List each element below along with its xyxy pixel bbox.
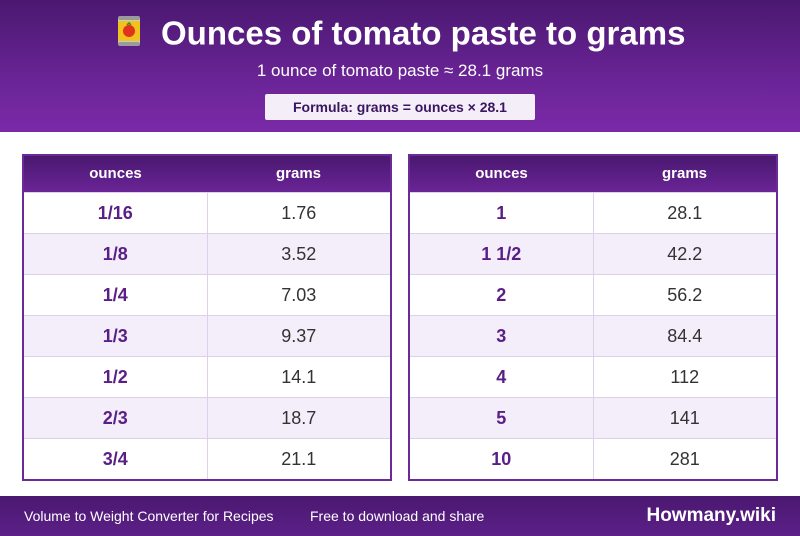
table-row: 2 56.2 [410, 274, 776, 315]
grams-cell: 18.7 [281, 408, 317, 428]
grams-cell: 3.52 [281, 244, 317, 264]
grams-cell: 28.1 [667, 203, 703, 223]
header-banner: Ounces of tomato paste to grams 1 ounce … [0, 0, 800, 132]
grams-cell: 112 [670, 367, 700, 387]
tomato-can-icon [115, 14, 143, 53]
footer-bar: Volume to Weight Converter for Recipes F… [0, 496, 800, 536]
footer-share-text: Free to download and share [310, 508, 485, 524]
table-row: 1 1/2 42.2 [410, 233, 776, 274]
conversion-table-right: ounces grams 1 28.1 1 1/2 42.2 2 56.2 3 84.4… [408, 154, 778, 481]
title-row: Ounces of tomato paste to grams [0, 14, 800, 53]
ounces-cell: 4 [410, 357, 594, 397]
column-header-ounces: ounces [475, 165, 528, 182]
column-header-grams: grams [661, 165, 708, 182]
table-row: 5 141 [410, 397, 776, 438]
ounces-cell: 1/3 [24, 316, 208, 356]
table-row: 1 28.1 [410, 192, 776, 233]
ounces-cell: 5 [410, 398, 594, 438]
table-row: 4 112 [410, 356, 776, 397]
grams-cell: 56.2 [667, 285, 703, 305]
grams-cell: 9.37 [281, 326, 317, 346]
table-row: 1/2 14.1 [24, 356, 390, 397]
column-header-grams: grams [275, 165, 322, 182]
table-header: ounces grams [24, 156, 390, 192]
ounces-cell: 1/8 [24, 234, 208, 274]
ounces-cell: 3 [410, 316, 594, 356]
table-row: 2/3 18.7 [24, 397, 390, 438]
ounces-cell: 1/2 [24, 357, 208, 397]
table-row: 1/3 9.37 [24, 315, 390, 356]
table-header: ounces grams [410, 156, 776, 192]
ounces-cell: 2 [410, 275, 594, 315]
page-title: Ounces of tomato paste to grams [161, 14, 686, 52]
column-header-ounces: ounces [89, 165, 142, 182]
ounces-cell: 1/4 [24, 275, 208, 315]
grams-cell: 7.03 [281, 285, 317, 305]
table-row: 1/8 3.52 [24, 233, 390, 274]
grams-cell: 1.76 [281, 203, 317, 223]
brand-logo-text[interactable]: Howmany.wiki [646, 505, 776, 526]
ounces-cell: 1 [410, 193, 594, 233]
ounces-cell: 1/16 [24, 193, 208, 233]
table-row: 3 84.4 [410, 315, 776, 356]
grams-cell: 141 [669, 408, 700, 428]
subtitle: 1 ounce of tomato paste ≈ 28.1 grams [256, 61, 544, 80]
table-row: 10 281 [410, 438, 776, 479]
table-row: 3/4 21.1 [24, 438, 390, 479]
conversion-table-left: ounces grams 1/16 1.76 1/8 3.52 1/4 7.03 1/… [22, 154, 392, 481]
ounces-cell: 1 1/2 [410, 234, 594, 274]
grams-cell: 21.1 [281, 449, 317, 469]
ounces-cell: 3/4 [24, 439, 208, 479]
grams-cell: 281 [669, 449, 700, 469]
formula-badge: Formula: grams = ounces × 28.1 [265, 94, 535, 120]
grams-cell: 14.1 [281, 367, 317, 387]
table-row: 1/16 1.76 [24, 192, 390, 233]
table-row: 1/4 7.03 [24, 274, 390, 315]
footer-tagline: Volume to Weight Converter for Recipes [24, 508, 274, 524]
grams-cell: 84.4 [667, 326, 703, 346]
ounces-cell: 10 [410, 439, 594, 479]
grams-cell: 42.2 [667, 244, 703, 264]
ounces-cell: 2/3 [24, 398, 208, 438]
